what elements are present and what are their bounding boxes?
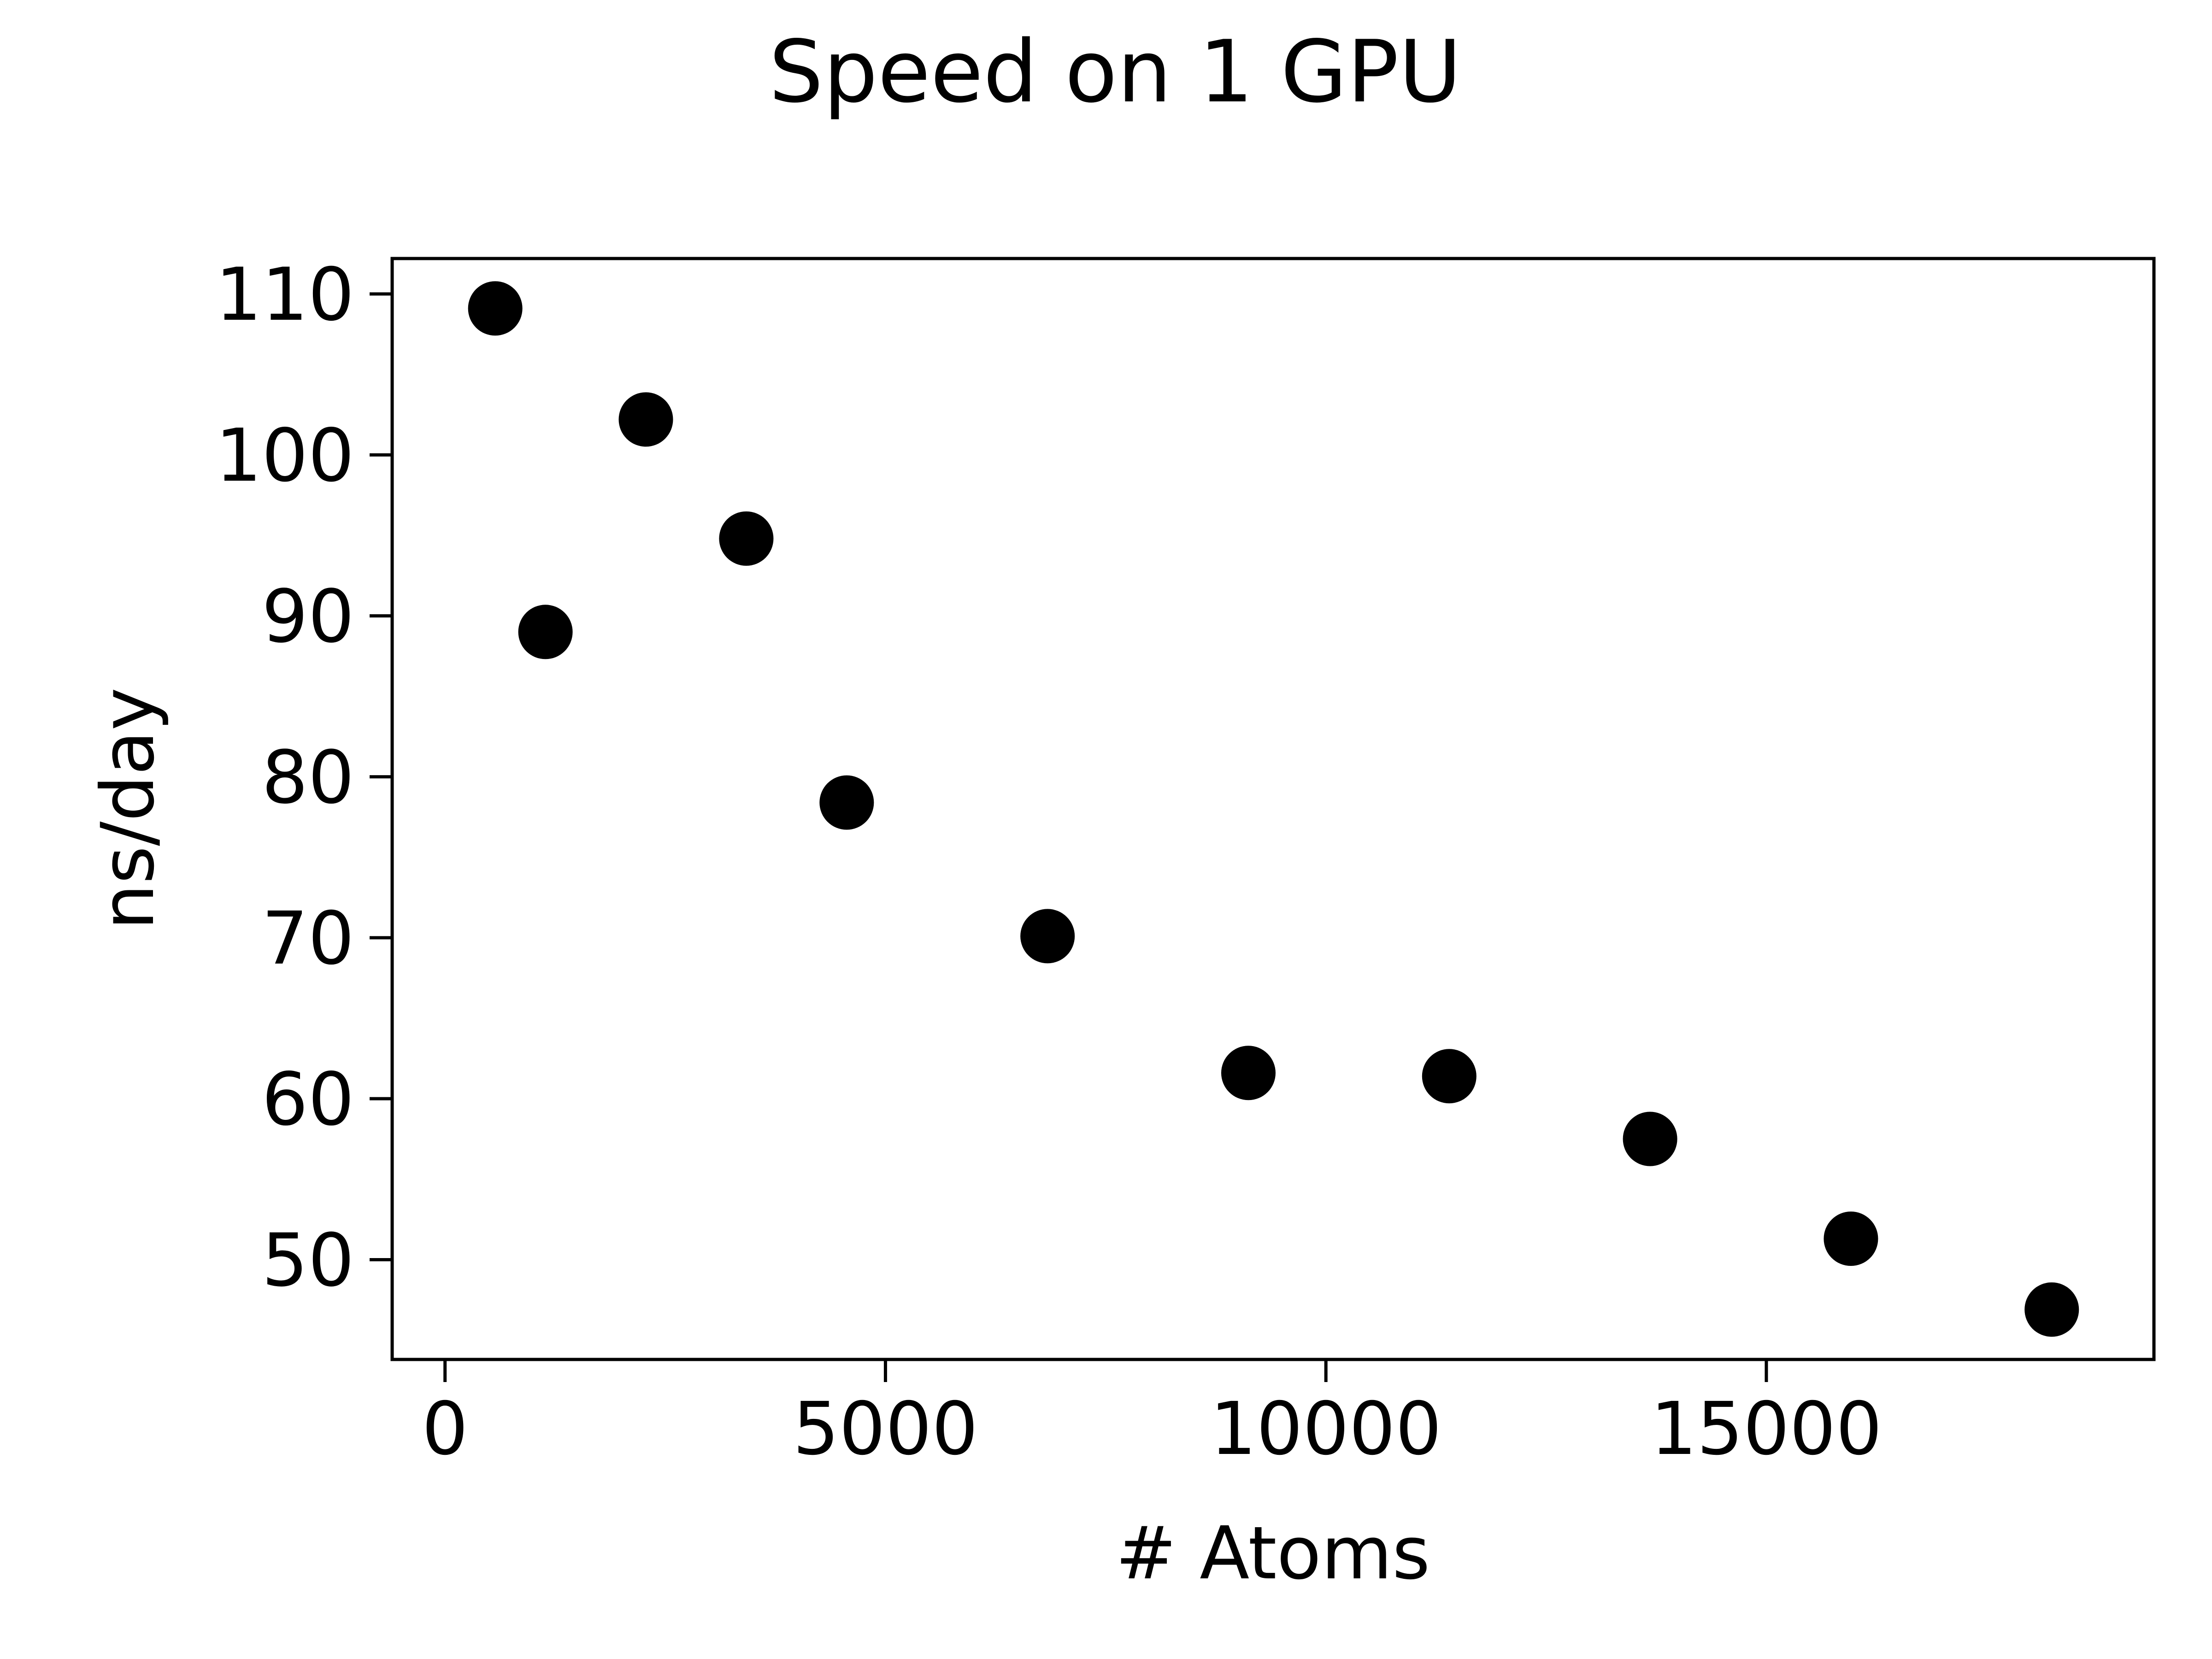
y-tick-label: 80 [262,735,354,820]
data-point [1623,1112,1677,1166]
data-point [1221,1046,1276,1100]
chart-title: Speed on 1 GPU [769,22,1462,122]
data-point [518,605,573,659]
data-point [819,775,874,830]
y-tick-label: 110 [215,253,354,337]
data-point [719,511,774,566]
y-tick-label: 50 [262,1218,354,1303]
y-axis-ticks: 50 60 70 80 90 100 110 [215,253,392,1303]
y-tick-label: 100 [215,413,354,498]
data-point [618,392,673,447]
data-point [1824,1212,1878,1266]
x-axis-ticks: 0 5000 10000 15000 [422,1359,1882,1471]
scatter-points [468,281,2079,1337]
x-tick-label: 10000 [1210,1387,1442,1471]
data-point [2024,1282,2079,1337]
plot-frame [390,257,2156,1361]
data-point [468,281,523,336]
data-point [1020,909,1075,964]
x-tick-label: 5000 [793,1387,978,1471]
y-tick-label: 70 [262,896,354,981]
data-point [1422,1049,1477,1104]
x-tick-label: 15000 [1651,1387,1883,1471]
y-tick-label: 90 [262,574,354,659]
x-axis-label: # Atoms [1116,1511,1430,1596]
y-tick-label: 60 [262,1057,354,1142]
x-tick-label: 0 [422,1387,468,1471]
y-axis-label: ns/day [86,688,171,930]
